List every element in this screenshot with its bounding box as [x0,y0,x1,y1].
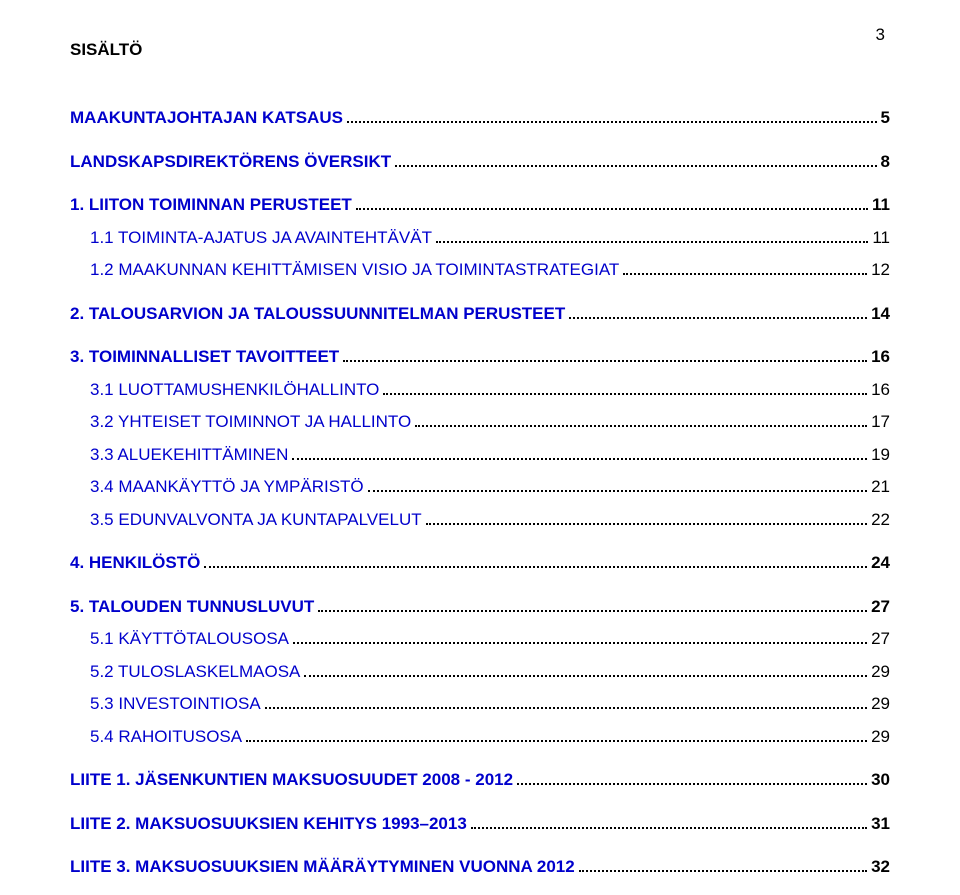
toc-entry-page: 19 [871,442,890,468]
toc-leader [343,360,867,362]
toc-entry-link[interactable]: 3.2 YHTEISET TOIMINNOT JA HALLINTO [90,409,411,435]
toc-entry-link[interactable]: 4. HENKILÖSTÖ [70,550,200,576]
toc-leader [436,241,868,243]
toc-entry-page: 27 [871,626,890,652]
toc-entry-page: 11 [872,192,890,218]
toc-leader [569,317,867,319]
toc-entry-link[interactable]: 1.2 MAAKUNNAN KEHITTÄMISEN VISIO JA TOIM… [90,257,619,283]
toc-entry: LIITE 3. MAKSUOSUUKSIEN MÄÄRÄYTYMINEN VU… [70,854,890,880]
toc-entry-page: 14 [871,301,890,327]
toc-header: SISÄLTÖ [70,40,890,60]
toc-entry-link[interactable]: LANDSKAPSDIREKTÖRENS ÖVERSIKT [70,149,391,175]
toc-leader [623,273,867,275]
toc-entry-link[interactable]: LIITE 3. MAKSUOSUUKSIEN MÄÄRÄYTYMINEN VU… [70,854,575,880]
toc-entry-page: 16 [871,377,890,403]
toc-entry-page: 11 [872,225,890,251]
toc-entry: LIITE 1. JÄSENKUNTIEN MAKSUOSUUDET 2008 … [70,767,890,793]
toc-entry-link[interactable]: LIITE 1. JÄSENKUNTIEN MAKSUOSUUDET 2008 … [70,767,513,793]
toc-entry-link[interactable]: 5.1 KÄYTTÖTALOUSOSA [90,626,289,652]
toc-entry: 1.2 MAAKUNNAN KEHITTÄMISEN VISIO JA TOIM… [70,257,890,283]
toc-entry: 5.1 KÄYTTÖTALOUSOSA 27 [70,626,890,652]
toc-container: MAAKUNTAJOHTAJAN KATSAUS 5 LANDSKAPSDIREKT… [70,105,890,880]
toc-entry: 5. TALOUDEN TUNNUSLUVUT 27 [70,594,890,620]
toc-entry: LANDSKAPSDIREKTÖRENS ÖVERSIKT 8 [70,149,890,175]
toc-entry-link[interactable]: MAAKUNTAJOHTAJAN KATSAUS [70,105,343,131]
toc-entry-link[interactable]: 1. LIITON TOIMINNAN PERUSTEET [70,192,352,218]
toc-entry-page: 27 [871,594,890,620]
toc-leader [426,523,867,525]
toc-entry-page: 16 [871,344,890,370]
toc-entry-link[interactable]: 3.4 MAANKÄYTTÖ JA YMPÄRISTÖ [90,474,364,500]
toc-leader [265,707,867,709]
toc-entry: 3.3 ALUEKEHITTÄMINEN 19 [70,442,890,468]
toc-entry: 3. TOIMINNALLISET TAVOITTEET 16 [70,344,890,370]
toc-leader [395,165,876,167]
toc-entry-page: 29 [871,659,890,685]
toc-entry-link[interactable]: 3.1 LUOTTAMUSHENKILÖHALLINTO [90,377,379,403]
toc-leader [246,740,867,742]
toc-entry-page: 29 [871,691,890,717]
toc-entry-page: 12 [871,257,890,283]
toc-entry: MAAKUNTAJOHTAJAN KATSAUS 5 [70,105,890,131]
toc-entry: 1. LIITON TOIMINNAN PERUSTEET 11 [70,192,890,218]
toc-leader [383,393,867,395]
toc-entry-link[interactable]: 5.4 RAHOITUSOSA [90,724,242,750]
toc-leader [347,121,877,123]
toc-entry: 3.1 LUOTTAMUSHENKILÖHALLINTO 16 [70,377,890,403]
toc-entry-page: 31 [871,811,890,837]
toc-leader [517,783,867,785]
toc-leader [293,642,867,644]
toc-leader [292,458,867,460]
toc-entry-link[interactable]: 1.1 TOIMINTA-AJATUS JA AVAINTEHTÄVÄT [90,225,432,251]
toc-entry-page: 30 [871,767,890,793]
toc-leader [368,490,867,492]
toc-entry-page: 24 [871,550,890,576]
toc-entry-link[interactable]: 3.3 ALUEKEHITTÄMINEN [90,442,288,468]
toc-entry-link[interactable]: 5.3 INVESTOINTIOSA [90,691,261,717]
toc-entry-link[interactable]: 5.2 TULOSLASKELMAOSA [90,659,300,685]
toc-entry: 2. TALOUSARVION JA TALOUSSUUNNITELMAN PE… [70,301,890,327]
page-number: 3 [876,25,885,45]
toc-leader [204,566,867,568]
toc-entry-page: 21 [871,474,890,500]
toc-leader [579,870,867,872]
toc-entry: 3.4 MAANKÄYTTÖ JA YMPÄRISTÖ 21 [70,474,890,500]
toc-entry-link[interactable]: 3. TOIMINNALLISET TAVOITTEET [70,344,339,370]
toc-entry: 3.2 YHTEISET TOIMINNOT JA HALLINTO 17 [70,409,890,435]
toc-entry: 5.2 TULOSLASKELMAOSA 29 [70,659,890,685]
toc-entry: 1.1 TOIMINTA-AJATUS JA AVAINTEHTÄVÄT 11 [70,225,890,251]
toc-entry-page: 17 [871,409,890,435]
toc-entry-page: 5 [881,105,890,131]
toc-entry-link[interactable]: 2. TALOUSARVION JA TALOUSSUUNNITELMAN PE… [70,301,565,327]
toc-leader [318,610,867,612]
toc-leader [304,675,867,677]
toc-leader [356,208,868,210]
toc-entry-link[interactable]: LIITE 2. MAKSUOSUUKSIEN KEHITYS 1993–201… [70,811,467,837]
toc-entry: 4. HENKILÖSTÖ 24 [70,550,890,576]
toc-leader [415,425,867,427]
toc-entry-page: 32 [871,854,890,880]
toc-entry-page: 22 [871,507,890,533]
toc-entry-page: 29 [871,724,890,750]
toc-entry-link[interactable]: 5. TALOUDEN TUNNUSLUVUT [70,594,314,620]
toc-entry: 5.3 INVESTOINTIOSA 29 [70,691,890,717]
toc-entry-link[interactable]: 3.5 EDUNVALVONTA JA KUNTAPALVELUT [90,507,422,533]
toc-leader [471,827,867,829]
toc-entry: LIITE 2. MAKSUOSUUKSIEN KEHITYS 1993–201… [70,811,890,837]
toc-entry: 3.5 EDUNVALVONTA JA KUNTAPALVELUT 22 [70,507,890,533]
toc-entry-page: 8 [881,149,890,175]
toc-entry: 5.4 RAHOITUSOSA 29 [70,724,890,750]
